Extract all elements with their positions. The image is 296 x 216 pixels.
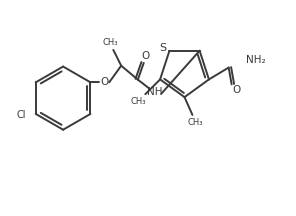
Text: CH₃: CH₃ (103, 38, 118, 46)
Text: O: O (232, 85, 241, 95)
Text: S: S (159, 43, 166, 53)
Text: CH₃: CH₃ (188, 118, 203, 127)
Text: NH: NH (147, 87, 162, 97)
Text: NH₂: NH₂ (247, 55, 266, 65)
Text: O: O (100, 77, 108, 87)
Text: CH₃: CH₃ (131, 97, 146, 106)
Text: Cl: Cl (16, 110, 26, 120)
Text: O: O (141, 51, 150, 61)
